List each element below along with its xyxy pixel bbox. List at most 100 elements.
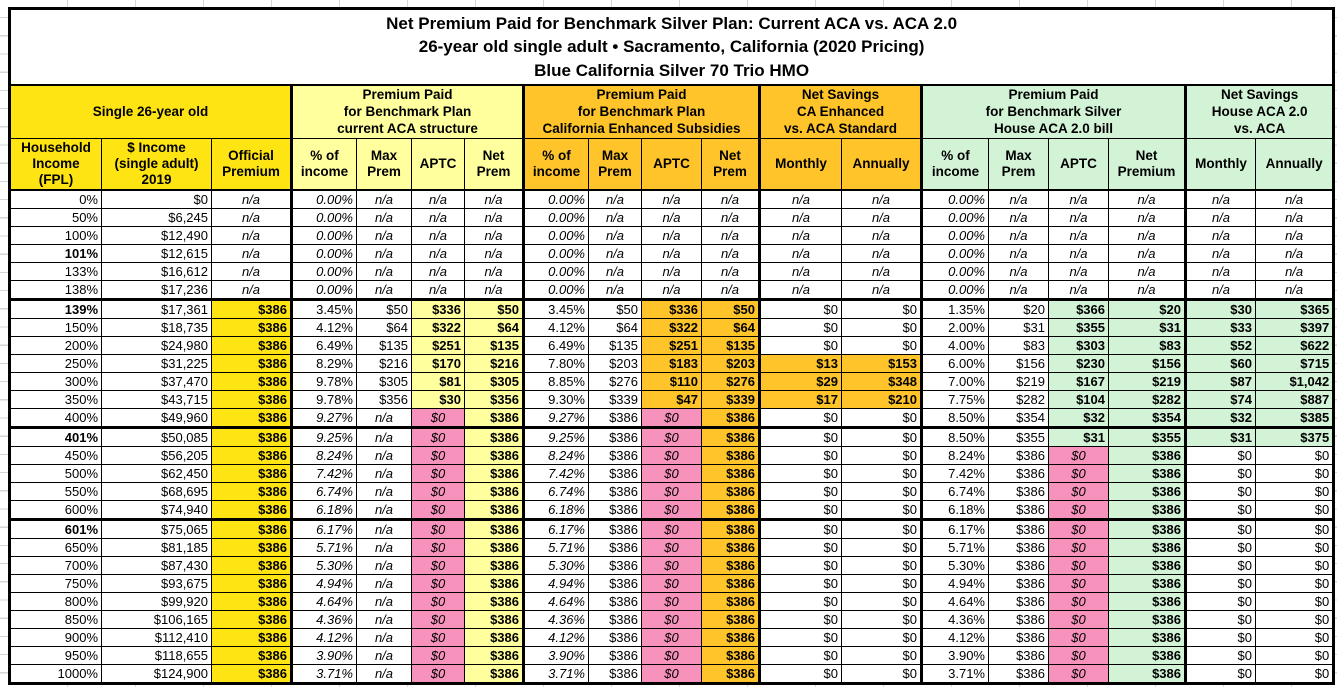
cell-ca-aptc: $0 (641, 446, 702, 466)
column-header-row: Household Income (FPL) $ Income (single a… (9, 138, 1335, 192)
cell-ca-savings-monthly: $13 (758, 354, 842, 374)
cell-house-net-premium: $386 (1108, 500, 1186, 521)
cell-house-savings-annually: $0 (1254, 518, 1335, 540)
cell-income: $99,920 (101, 592, 212, 612)
col-header-income: $ Income (single adult) 2019 (101, 138, 212, 192)
cell-house-max-prem: $386 (988, 518, 1049, 540)
cell-house-savings-annually: $0 (1254, 646, 1335, 666)
cell-official-premium: n/a (211, 208, 292, 228)
cell-aca-aptc: $0 (411, 610, 465, 630)
group-header-row: Single 26-year old Premium Paid for Bench… (9, 84, 1335, 140)
cell-house-aptc: $104 (1048, 390, 1109, 410)
cell-income: $49,960 (101, 408, 212, 429)
cell-house-savings-monthly: $33 (1184, 318, 1256, 338)
table-row-fpl-300: 300% $37,470 $386 9.78% $305 $81 $305 8.85% $276… (9, 372, 1335, 392)
cell-house-savings-monthly: $52 (1184, 336, 1256, 356)
cell-income: $56,205 (101, 446, 212, 466)
col-header-official-premium: Official Premium (211, 138, 292, 192)
cell-house-net-premium: $386 (1108, 574, 1186, 594)
cell-ca-aptc: n/a (641, 280, 702, 301)
cell-house-pct-of-income: 8.50% (920, 408, 989, 429)
cell-house-net-premium: $156 (1108, 354, 1186, 374)
cell-ca-net-prem: $339 (701, 390, 760, 410)
cell-fpl: 550% (9, 482, 102, 502)
cell-house-net-premium: $386 (1108, 592, 1186, 612)
cell-ca-pct-of-income: 4.94% (522, 574, 589, 594)
cell-aca-aptc: $0 (411, 426, 465, 448)
cell-ca-savings-monthly: n/a (758, 244, 842, 264)
cell-ca-aptc: n/a (641, 226, 702, 246)
cell-aca-net-prem: n/a (464, 226, 524, 246)
cell-house-max-prem: $386 (988, 592, 1049, 612)
cell-house-aptc: $0 (1048, 482, 1109, 502)
table-row-fpl-100: 100% $12,490 n/a 0.00% n/a n/a n/a 0.00% n/a n/a n… (9, 226, 1335, 246)
cell-aca-net-prem: n/a (464, 262, 524, 282)
cell-house-max-prem: $386 (988, 664, 1049, 685)
cell-house-pct-of-income: 8.50% (920, 426, 989, 448)
cell-house-savings-annually: $0 (1254, 610, 1335, 630)
cell-house-pct-of-income: 0.00% (920, 226, 989, 246)
cell-ca-aptc: n/a (641, 244, 702, 264)
cell-ca-savings-annually: $0 (841, 298, 922, 320)
cell-ca-aptc: $0 (641, 426, 702, 448)
cell-ca-savings-monthly: $0 (758, 628, 842, 648)
col-header-house-max-prem: Max Prem (988, 138, 1049, 192)
cell-aca-max-prem: n/a (356, 208, 412, 228)
cell-income: $17,236 (101, 280, 212, 301)
col-header-ca-pct-of-income: % of income (522, 138, 589, 192)
cell-house-savings-annually: $0 (1254, 500, 1335, 521)
cell-ca-aptc: $0 (641, 482, 702, 502)
cell-ca-max-prem: $386 (588, 556, 642, 576)
cell-aca-max-prem: n/a (356, 464, 412, 484)
cell-house-pct-of-income: 3.90% (920, 646, 989, 666)
cell-ca-net-prem: $386 (701, 500, 760, 521)
cell-house-aptc: $31 (1048, 426, 1109, 448)
cell-house-savings-annually: $365 (1254, 298, 1335, 320)
cell-income: $81,185 (101, 538, 212, 558)
cell-house-pct-of-income: 2.00% (920, 318, 989, 338)
cell-aca-max-prem: $50 (356, 298, 412, 320)
cell-ca-aptc: $0 (641, 628, 702, 648)
cell-official-premium: $386 (211, 610, 292, 630)
cell-ca-net-prem: $386 (701, 574, 760, 594)
cell-ca-net-prem: n/a (701, 189, 760, 210)
cell-ca-savings-annually: $0 (841, 426, 922, 448)
col-header-aca-net-prem: Net Prem (464, 138, 524, 192)
cell-ca-pct-of-income: 0.00% (522, 189, 589, 210)
cell-house-savings-monthly: $0 (1184, 556, 1256, 576)
table-row-fpl-350: 350% $43,715 $386 9.78% $356 $30 $356 9.30% $339… (9, 390, 1335, 410)
table-row-fpl-850: 850% $106,165 $386 4.36% n/a $0 $386 4.36% $386 $… (9, 610, 1335, 630)
cell-ca-pct-of-income: 9.27% (522, 408, 589, 429)
cell-house-max-prem: $386 (988, 574, 1049, 594)
cell-income: $37,470 (101, 372, 212, 392)
cell-ca-aptc: $0 (641, 646, 702, 666)
cell-aca-max-prem: $216 (356, 354, 412, 374)
cell-aca-pct-of-income: 4.12% (290, 628, 357, 648)
cell-income: $68,695 (101, 482, 212, 502)
cell-house-savings-annually: $0 (1254, 538, 1335, 558)
cell-ca-max-prem: n/a (588, 189, 642, 210)
cell-ca-aptc: $0 (641, 538, 702, 558)
cell-ca-net-prem: $135 (701, 336, 760, 356)
cell-aca-pct-of-income: 0.00% (290, 226, 357, 246)
cell-house-max-prem: n/a (988, 280, 1049, 301)
cell-house-net-premium: $386 (1108, 646, 1186, 666)
cell-ca-aptc: $336 (641, 298, 702, 320)
cell-aca-pct-of-income: 4.36% (290, 610, 357, 630)
cell-house-savings-annually: $0 (1254, 574, 1335, 594)
cell-aca-max-prem: n/a (356, 426, 412, 448)
cell-fpl: 200% (9, 336, 102, 356)
cell-house-pct-of-income: 0.00% (920, 244, 989, 264)
cell-ca-savings-annually: $0 (841, 556, 922, 576)
cell-aca-max-prem: n/a (356, 262, 412, 282)
cell-house-aptc: $0 (1048, 538, 1109, 558)
cell-ca-net-prem: $386 (701, 646, 760, 666)
cell-fpl: 401% (9, 426, 102, 448)
cell-fpl: 800% (9, 592, 102, 612)
cell-official-premium: $386 (211, 426, 292, 448)
cell-fpl: 139% (9, 298, 102, 320)
cell-house-pct-of-income: 8.24% (920, 446, 989, 466)
cell-official-premium: $386 (211, 646, 292, 666)
cell-aca-pct-of-income: 9.25% (290, 426, 357, 448)
cell-house-savings-annually: n/a (1254, 189, 1335, 210)
